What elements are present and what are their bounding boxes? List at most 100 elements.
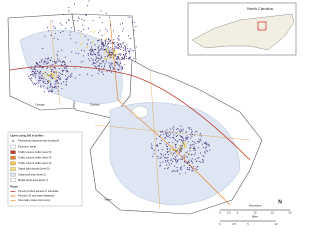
participant-dot bbox=[47, 66, 49, 68]
participant-dot bbox=[91, 63, 93, 65]
participant-dot bbox=[110, 71, 113, 73]
participant-dot bbox=[43, 61, 45, 63]
participant-dot bbox=[184, 160, 186, 162]
participant-dot bbox=[43, 91, 46, 93]
participant-dot bbox=[95, 54, 97, 56]
participant-dot bbox=[119, 54, 121, 56]
participant-dot bbox=[172, 145, 174, 147]
participant-dot bbox=[116, 47, 118, 49]
legend-title: Layers using 200 m buffers bbox=[10, 134, 44, 138]
participant-dot bbox=[105, 41, 107, 43]
participant-dot bbox=[69, 34, 71, 36]
participant-dot bbox=[43, 78, 45, 80]
participant-dot bbox=[106, 57, 108, 59]
participant-dot bbox=[66, 71, 68, 73]
scale-title: Kilometers bbox=[249, 204, 262, 208]
participant-dot bbox=[34, 72, 36, 74]
participant-dot bbox=[112, 41, 114, 43]
participant-dot bbox=[40, 70, 42, 72]
participant-dot bbox=[93, 30, 96, 32]
participant-dot bbox=[66, 76, 69, 79]
lake bbox=[131, 105, 149, 119]
participant-dot bbox=[172, 127, 174, 129]
participant-dot bbox=[191, 133, 193, 135]
participant-dot bbox=[175, 129, 177, 131]
participant-dot bbox=[181, 158, 184, 160]
participant-dot bbox=[168, 151, 170, 153]
participant-dot bbox=[77, 16, 80, 18]
participant-dot bbox=[189, 150, 191, 152]
participant-dot bbox=[102, 45, 105, 47]
participant-dot bbox=[83, 29, 85, 31]
participant-dot bbox=[198, 139, 200, 141]
participant-dot bbox=[70, 31, 72, 33]
participant-dot bbox=[46, 73, 48, 75]
participant-dot bbox=[32, 75, 34, 77]
participant-dot bbox=[90, 52, 92, 54]
participant-dot bbox=[101, 71, 103, 73]
participant-dot bbox=[96, 52, 99, 54]
participant-dot bbox=[131, 49, 133, 51]
participant-dot bbox=[164, 157, 167, 159]
participant-dot bbox=[176, 167, 178, 169]
participant-dot bbox=[166, 135, 168, 137]
participant-dot bbox=[47, 27, 49, 29]
participant-dot bbox=[124, 64, 126, 66]
participant-dot bbox=[46, 58, 48, 60]
scale-tick-label: 2.5 bbox=[227, 211, 231, 215]
participant-dot bbox=[180, 167, 182, 169]
participant-dot bbox=[67, 71, 69, 73]
participant-dot bbox=[205, 146, 207, 148]
participant-dot bbox=[95, 58, 97, 60]
participant-dot bbox=[119, 66, 121, 68]
participant-dot bbox=[112, 42, 115, 45]
participant-dot bbox=[122, 41, 124, 43]
participant-dot bbox=[186, 137, 188, 139]
participant-dot bbox=[57, 60, 59, 62]
participant-dot bbox=[157, 149, 159, 151]
participant-dot bbox=[49, 75, 52, 77]
participant-dot bbox=[98, 40, 100, 42]
participant-dot bbox=[111, 49, 113, 51]
legend-swatch bbox=[12, 140, 14, 142]
participant-dot bbox=[193, 149, 195, 151]
participant-dot bbox=[50, 64, 52, 66]
participant-dot bbox=[40, 65, 42, 67]
participant-dot bbox=[92, 50, 94, 52]
participant-dot bbox=[132, 50, 134, 52]
participant-dot bbox=[48, 30, 50, 32]
participant-dot bbox=[29, 74, 31, 76]
participant-dot bbox=[202, 146, 204, 149]
participant-dot bbox=[120, 43, 122, 45]
participant-dot bbox=[92, 43, 94, 45]
participant-dot bbox=[125, 54, 127, 56]
participant-dot bbox=[53, 74, 55, 76]
participant-dot bbox=[99, 70, 101, 72]
participant-dot bbox=[59, 22, 61, 24]
participant-dot bbox=[185, 152, 187, 154]
participant-dot bbox=[31, 77, 33, 79]
participant-dot bbox=[79, 35, 81, 37]
participant-dot bbox=[127, 48, 129, 50]
participant-dot bbox=[186, 156, 188, 158]
participant-dot bbox=[61, 49, 63, 51]
participant-dot bbox=[96, 57, 98, 59]
participant-dot bbox=[105, 12, 107, 14]
participant-dot bbox=[101, 56, 103, 58]
participant-dot bbox=[63, 61, 65, 63]
participant-dot bbox=[101, 60, 103, 62]
participant-dot bbox=[40, 78, 42, 80]
participant-dot bbox=[188, 161, 190, 163]
participant-dot bbox=[40, 66, 42, 69]
participant-dot bbox=[54, 80, 56, 82]
participant-dot bbox=[101, 70, 103, 72]
participant-dot bbox=[99, 49, 101, 51]
participant-dot bbox=[98, 69, 100, 71]
participant-dot bbox=[46, 63, 48, 65]
participant-dot bbox=[208, 144, 210, 146]
participant-dot bbox=[167, 154, 169, 156]
participant-dot bbox=[196, 130, 198, 132]
participant-dot bbox=[128, 50, 130, 53]
participant-dot bbox=[202, 159, 204, 161]
participant-dot bbox=[155, 144, 157, 146]
